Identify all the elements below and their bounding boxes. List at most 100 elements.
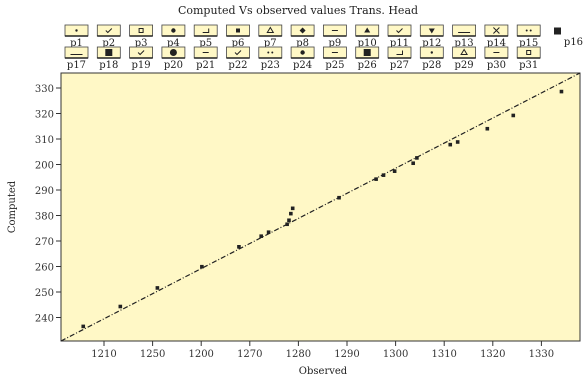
data-point	[118, 304, 123, 309]
legend-item: p27	[387, 46, 412, 71]
data-point	[200, 264, 204, 269]
legend-label: p30	[487, 60, 506, 71]
legend-marker	[267, 51, 270, 54]
legend-swatch	[226, 46, 250, 59]
legend-item: p11	[387, 24, 412, 49]
legend-item: p14	[484, 24, 509, 49]
x-axis-label: Observed	[299, 366, 348, 377]
legend-marker	[364, 27, 371, 33]
data-point	[559, 89, 564, 94]
y-tick-label: 200	[35, 161, 54, 172]
legend-label: p23	[261, 60, 280, 71]
legend-marker	[234, 50, 242, 56]
y-tick-label: 330	[35, 84, 54, 95]
legend-marker	[554, 27, 561, 35]
y-tick-label: 260	[35, 263, 54, 274]
legend-label: p12	[422, 38, 441, 49]
y-tick-label: 310	[35, 135, 54, 146]
x-axis-ticks: 1210 1250 1200 1270 1280 1290 1300 1310 1320 1330	[91, 341, 554, 360]
data-point	[392, 169, 397, 173]
legend-label: p4	[167, 38, 180, 49]
legend-label: p11	[390, 38, 409, 49]
x-tick-label: 1310	[431, 349, 456, 360]
legend-label: p17	[67, 60, 86, 71]
legend-item: p20	[161, 46, 186, 71]
legend-label: p18	[99, 60, 118, 71]
x-tick-label: 1320	[480, 349, 505, 360]
data-point	[266, 230, 271, 235]
legend-label: p22	[228, 60, 247, 71]
legend-item: p17	[64, 46, 89, 71]
legend-item: p9	[322, 24, 347, 49]
legend-label: p24	[293, 60, 312, 71]
legend-item: p21	[193, 46, 218, 71]
legend-label: p29	[455, 60, 474, 71]
data-point	[411, 161, 415, 166]
y-tick-label: 240	[35, 314, 54, 325]
legend-swatch	[96, 24, 121, 37]
legend-marker	[75, 29, 78, 32]
data-point	[511, 113, 516, 118]
x-tick-label: 1300	[383, 349, 408, 360]
legend-item: p30	[484, 46, 509, 71]
x-tick-label: 1290	[334, 349, 359, 360]
data-point	[259, 234, 263, 238]
legend-marker	[236, 28, 240, 33]
legend-item: p31	[516, 46, 541, 71]
legend-item: p25	[322, 46, 347, 71]
data-point	[285, 222, 289, 227]
legend-swatch	[387, 24, 412, 37]
legend-label: p21	[196, 60, 215, 71]
x-tick-label: 1330	[529, 349, 554, 360]
legend: p1 p2 p3 p4 p5 p6 p7 p8 p9 p10 p11 p12 p13 p14 p15 p16 p…	[64, 24, 583, 71]
legend-label: p1	[70, 38, 83, 49]
legend-label: p26	[358, 60, 377, 71]
legend-marker	[105, 49, 113, 56]
legend-swatch	[129, 24, 154, 37]
legend-item: p8	[290, 24, 315, 49]
data-point	[287, 218, 291, 223]
data-point	[290, 206, 295, 211]
legend-item: p16	[554, 27, 583, 48]
legend-item: p5	[193, 24, 218, 49]
legend-label: p31	[519, 60, 538, 71]
legend-swatch	[64, 46, 89, 59]
legend-swatch	[516, 24, 541, 37]
legend-label: p5	[199, 38, 212, 49]
x-tick-label: 1250	[140, 349, 165, 360]
legend-marker	[105, 28, 113, 34]
x-tick-label: 1210	[91, 349, 116, 360]
legend-item: p23	[258, 46, 283, 71]
legend-label: p25	[325, 60, 344, 71]
legend-marker	[271, 51, 274, 54]
legend-marker	[363, 49, 371, 56]
data-points	[81, 89, 564, 329]
legend-label: p27	[390, 60, 409, 71]
data-point	[448, 142, 453, 147]
legend-marker	[202, 28, 210, 33]
legend-item: p24	[290, 46, 315, 71]
legend-marker	[300, 50, 305, 55]
legend-swatch	[452, 24, 477, 37]
legend-item: p26	[355, 46, 380, 71]
legend-label: p20	[164, 60, 183, 71]
reference-line	[60, 72, 581, 342]
legend-marker	[430, 51, 433, 54]
legend-marker	[396, 50, 403, 55]
data-point	[337, 195, 341, 200]
legend-label: p10	[358, 38, 377, 49]
legend-item: p19	[129, 46, 154, 71]
legend-item: p1	[64, 24, 89, 49]
legend-marker	[137, 50, 145, 56]
legend-label: p13	[455, 38, 474, 49]
legend-marker	[428, 28, 435, 34]
data-point	[237, 245, 241, 249]
legend-item: p18	[96, 46, 121, 71]
y-tick-label: 270	[35, 237, 54, 248]
y-axis-ticks: 330 320 310 200 290 380 270 260 250 240	[35, 84, 61, 325]
legend-swatch	[129, 46, 154, 59]
legend-marker	[396, 28, 403, 34]
legend-label: p14	[487, 38, 506, 49]
legend-label: p28	[422, 60, 441, 71]
legend-marker	[526, 50, 532, 55]
